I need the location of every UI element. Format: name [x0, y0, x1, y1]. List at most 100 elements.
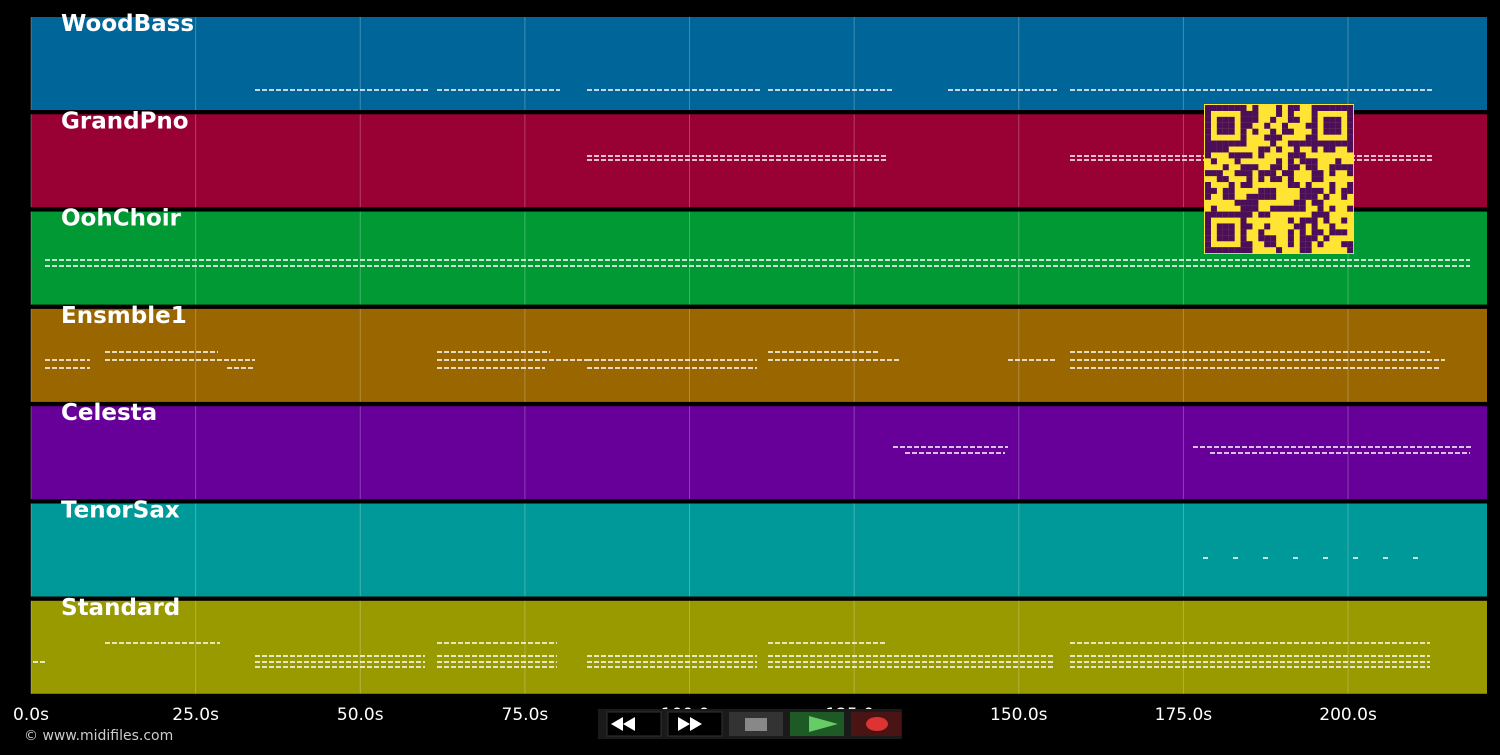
qr-cell: [1317, 140, 1324, 147]
x-tick-label: 150.0s: [990, 705, 1048, 725]
qr-cell: [1210, 146, 1217, 153]
qr-cell: [1222, 247, 1229, 254]
qr-cell: [1305, 193, 1312, 200]
qr-cell: [1264, 193, 1271, 200]
track-name: Standard: [61, 595, 180, 621]
qr-cell: [1216, 170, 1223, 177]
qr-cell: [1252, 205, 1259, 212]
qr-cell: [1270, 193, 1277, 200]
track-lane: [31, 17, 1487, 110]
qr-cell: [1252, 116, 1259, 123]
qr-cell: [1305, 241, 1312, 248]
qr-cell: [1347, 116, 1354, 123]
qr-cell: [1293, 116, 1300, 123]
qr-cell: [1264, 241, 1271, 248]
qr-cell: [1335, 164, 1342, 171]
qr-cell: [1216, 176, 1223, 183]
qr-cell: [1305, 164, 1312, 171]
qr-cell: [1252, 164, 1259, 171]
qr-cell: [1287, 116, 1294, 123]
qr-cell: [1347, 105, 1354, 111]
track-lane: [31, 406, 1487, 500]
qr-cell: [1246, 193, 1253, 200]
qr-cell: [1299, 223, 1306, 230]
qr-cell: [1287, 110, 1294, 117]
qr-cell: [1317, 170, 1324, 177]
track-lane: [31, 600, 1487, 694]
qr-cell: [1240, 140, 1247, 147]
qr-cell: [1222, 164, 1229, 171]
qr-cell: [1287, 170, 1294, 177]
qr-cell: [1240, 164, 1247, 171]
qr-cell: [1210, 205, 1217, 212]
qr-cell: [1216, 146, 1223, 153]
qr-cell: [1299, 152, 1306, 159]
qr-cell: [1329, 128, 1336, 135]
track-name: OohChoir: [61, 206, 182, 232]
qr-cell: [1205, 152, 1211, 159]
qr-cell: [1228, 152, 1235, 159]
qr-cell: [1287, 152, 1294, 159]
qr-cell: [1305, 247, 1312, 254]
qr-cell: [1287, 181, 1294, 188]
qr-cell: [1228, 247, 1235, 254]
qr-cell: [1335, 140, 1342, 147]
qr-cell: [1264, 235, 1271, 242]
qr-cell: [1341, 241, 1348, 248]
qr-cell: [1347, 146, 1354, 153]
qr-cell: [1293, 223, 1300, 230]
qr-cell: [1264, 146, 1271, 153]
qr-cell: [1341, 193, 1348, 200]
qr-cell: [1311, 217, 1318, 224]
qr-cell: [1258, 187, 1265, 194]
qr-cell: [1335, 122, 1342, 129]
qr-cell: [1210, 170, 1217, 177]
qr-cell: [1234, 247, 1241, 254]
qr-cell: [1228, 235, 1235, 242]
qr-cell: [1205, 134, 1211, 141]
qr-cell: [1299, 229, 1306, 236]
qr-cell: [1311, 158, 1318, 165]
qr-cell: [1329, 170, 1336, 177]
qr-cell: [1246, 152, 1253, 159]
forward-icon: [678, 717, 702, 731]
qr-cell: [1246, 170, 1253, 177]
qr-cell: [1293, 140, 1300, 147]
qr-cell: [1323, 235, 1330, 242]
qr-cell: [1329, 181, 1336, 188]
qr-cell: [1228, 116, 1235, 123]
qr-cell: [1216, 247, 1223, 254]
qr-cell: [1246, 205, 1253, 212]
qr-cell: [1287, 176, 1294, 183]
qr-cell: [1323, 211, 1330, 218]
qr-cell: [1240, 235, 1247, 242]
qr-cell: [1305, 235, 1312, 242]
qr-cell: [1205, 217, 1211, 224]
qr-cell: [1281, 122, 1288, 129]
qr-cell: [1205, 229, 1211, 236]
qr-cell: [1246, 110, 1253, 117]
qr-cell: [1276, 110, 1283, 117]
qr-cell: [1258, 170, 1265, 177]
qr-cell: [1276, 176, 1283, 183]
qr-cell: [1311, 128, 1318, 135]
qr-cell: [1305, 187, 1312, 194]
qr-cell: [1287, 241, 1294, 248]
qr-cell: [1323, 122, 1330, 129]
qr-cell: [1305, 217, 1312, 224]
qr-cell: [1228, 128, 1235, 135]
qr-cell: [1264, 211, 1271, 218]
qr-cell: [1311, 110, 1318, 117]
qr-cell: [1240, 247, 1247, 254]
qr-cell: [1305, 140, 1312, 147]
qr-cell: [1323, 140, 1330, 147]
qr-cell: [1228, 193, 1235, 200]
qr-cell: [1329, 229, 1336, 236]
qr-cell: [1311, 193, 1318, 200]
qr-cell: [1258, 229, 1265, 236]
qr-cell: [1287, 128, 1294, 135]
qr-cell: [1299, 247, 1306, 254]
qr-cell: [1347, 247, 1354, 254]
x-tick-label: 200.0s: [1319, 705, 1377, 725]
